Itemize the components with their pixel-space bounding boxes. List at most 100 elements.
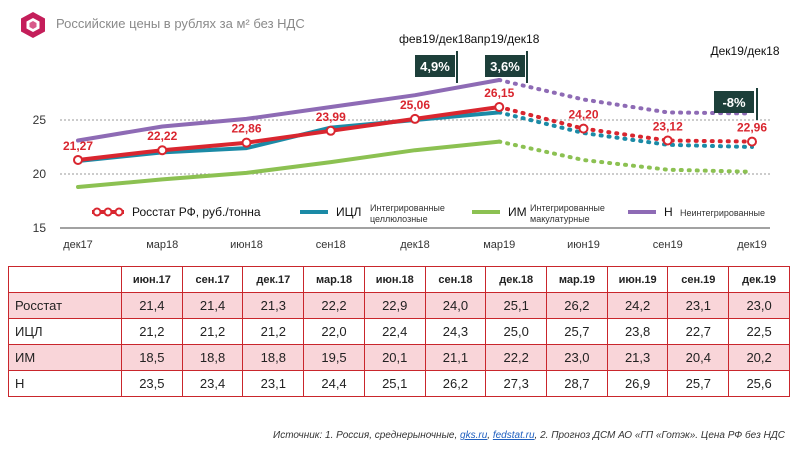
table-cell: 23,8 bbox=[606, 318, 669, 345]
source-separator: , bbox=[487, 430, 493, 441]
table-cell: 24,3 bbox=[424, 318, 487, 345]
x-tick-label: сен19 bbox=[653, 239, 683, 251]
legend-label: ИЦЛ bbox=[336, 205, 361, 219]
source-suffix: , 2. Прогноз ДСМ АО «ГП «Готэк». Цена РФ… bbox=[534, 430, 785, 441]
table-cell: 21,3 bbox=[242, 292, 305, 319]
series-line-actual bbox=[76, 139, 502, 189]
table-cell: 24,4 bbox=[303, 370, 365, 397]
data-label: 24,20 bbox=[568, 108, 598, 122]
x-tick-label: дек19 bbox=[737, 239, 767, 251]
table-row-label: ИЦЛ bbox=[8, 318, 122, 345]
table-cell: 20,4 bbox=[667, 344, 730, 371]
legend-label: Н bbox=[664, 205, 673, 219]
series-line-actual bbox=[76, 105, 502, 162]
table-cell: 23,0 bbox=[546, 344, 608, 371]
table-header-cell: мар.18 bbox=[303, 266, 365, 293]
source-note: Источник: 1. Россия, среднерыночные, gks… bbox=[273, 430, 785, 441]
table-cell: 24,0 bbox=[424, 292, 487, 319]
table-header-cell: сен.17 bbox=[181, 266, 244, 293]
table-cell: 24,2 bbox=[606, 292, 669, 319]
annotation-feb-value: 4,9% bbox=[420, 59, 450, 74]
data-label: 26,15 bbox=[484, 86, 514, 100]
table-cell: 21,3 bbox=[606, 344, 669, 371]
series-marker bbox=[73, 154, 83, 165]
line-chart: дек17 мар18 июн18 сен18 дек18 мар19 июн19 сен19… bbox=[33, 32, 780, 251]
table-cell: 23,1 bbox=[667, 292, 730, 319]
y-tick-label: 15 bbox=[33, 221, 47, 235]
series-line-forecast bbox=[497, 105, 754, 144]
data-label: 22,96 bbox=[737, 121, 767, 135]
table-cell: 26,2 bbox=[546, 292, 608, 319]
y-tick-label: 20 bbox=[33, 167, 47, 181]
table-cell: 21,2 bbox=[181, 318, 244, 345]
series-line-forecast bbox=[497, 110, 754, 149]
x-tick-label: июн19 bbox=[567, 239, 600, 251]
annotation-dec-box bbox=[714, 91, 754, 113]
table-cell: 22,2 bbox=[485, 344, 548, 371]
source-link-gks[interactable]: gks.ru bbox=[460, 430, 488, 441]
table-cell: 27,3 bbox=[485, 370, 548, 397]
data-label: 21,27 bbox=[63, 139, 93, 153]
table-cell: 23,0 bbox=[728, 292, 790, 319]
data-label: 23,99 bbox=[316, 110, 346, 124]
legend-sublabel: целлюлозные bbox=[370, 214, 428, 224]
annotation-apr-value: 3,6% bbox=[490, 59, 520, 74]
page-title: Российские цены в рублях за м² без НДС bbox=[56, 16, 305, 31]
table-cell: 22,9 bbox=[363, 292, 426, 319]
table-row-label: Росстат bbox=[8, 292, 122, 319]
table-cell: 28,7 bbox=[546, 370, 608, 397]
annotation-feb-box bbox=[415, 55, 455, 77]
logo-icon bbox=[21, 12, 45, 38]
source-prefix: Источник: 1. Россия, среднерыночные, bbox=[273, 430, 461, 441]
table-cell: 22,2 bbox=[303, 292, 365, 319]
table-header-cell: мар.19 bbox=[546, 266, 608, 293]
table-header-cell: дек.17 bbox=[242, 266, 305, 293]
table-cell: 19,5 bbox=[303, 344, 365, 371]
table-header-cell: сен.19 bbox=[667, 266, 730, 293]
annotation-dec-value: -8% bbox=[722, 95, 746, 110]
x-tick-label: июн18 bbox=[230, 239, 263, 251]
series-marker bbox=[410, 113, 420, 124]
x-tick-label: дек17 bbox=[63, 239, 93, 251]
annotation-apr-label: апр19/дек18 bbox=[471, 32, 540, 46]
annotation-dec-label: Дек19/дек18 bbox=[710, 44, 779, 58]
table-header-cell: сен.18 bbox=[424, 266, 487, 293]
series-line-forecast bbox=[497, 78, 754, 116]
legend-sublabel: Интегрированные bbox=[530, 203, 605, 213]
table-cell: 22,5 bbox=[728, 318, 790, 345]
annotation-apr-box bbox=[485, 55, 525, 77]
series-line-forecast bbox=[497, 139, 754, 174]
table-cell: 25,1 bbox=[485, 292, 548, 319]
table-cell: 18,8 bbox=[181, 344, 244, 371]
x-tick-label: мар19 bbox=[483, 239, 515, 251]
series-marker bbox=[747, 136, 757, 147]
table-cell: 21,4 bbox=[181, 292, 244, 319]
series-marker bbox=[157, 145, 168, 156]
table-cell: 26,9 bbox=[606, 370, 669, 397]
table-cell: 26,2 bbox=[424, 370, 487, 397]
table-cell: 25,1 bbox=[363, 370, 426, 397]
data-table: июн.17 сен.17 дек.17 мар.18 июн.18 сен.18 дек.… bbox=[8, 266, 790, 397]
series-marker bbox=[662, 135, 673, 146]
table-cell: 25,7 bbox=[667, 370, 730, 397]
table-header-cell: дек.19 bbox=[728, 266, 790, 293]
legend-marker bbox=[92, 207, 102, 217]
table-cell: 21,2 bbox=[121, 318, 183, 345]
table-cell: 22,4 bbox=[363, 318, 426, 345]
series-marker bbox=[494, 102, 505, 113]
table-row: Н 23,5 23,4 23,1 24,4 25,1 26,2 27,3 28,7 26,9 25,… bbox=[8, 370, 790, 397]
series-marker bbox=[578, 123, 589, 134]
table-cell: 18,8 bbox=[242, 344, 305, 371]
table-header-cell: июн.19 bbox=[606, 266, 669, 293]
table-row-label: ИМ bbox=[8, 344, 122, 371]
legend-label-rosstat: Росстат РФ, руб./тонна bbox=[132, 205, 261, 219]
y-tick-label: 25 bbox=[33, 113, 47, 127]
table-row: Росстат 21,4 21,4 21,3 22,2 22,9 24,0 25,1 26,2 2… bbox=[8, 292, 790, 319]
legend-sublabel: макулатурные bbox=[530, 214, 590, 224]
header: Российские цены в рублях за м² без НДС bbox=[0, 0, 805, 40]
table-cell: 23,4 bbox=[181, 370, 244, 397]
table-cell: 25,6 bbox=[728, 370, 790, 397]
table-row-label: Н bbox=[8, 370, 122, 397]
source-link-fedstat[interactable]: fedstat.ru bbox=[492, 430, 535, 441]
table-cell: 18,5 bbox=[121, 344, 183, 371]
